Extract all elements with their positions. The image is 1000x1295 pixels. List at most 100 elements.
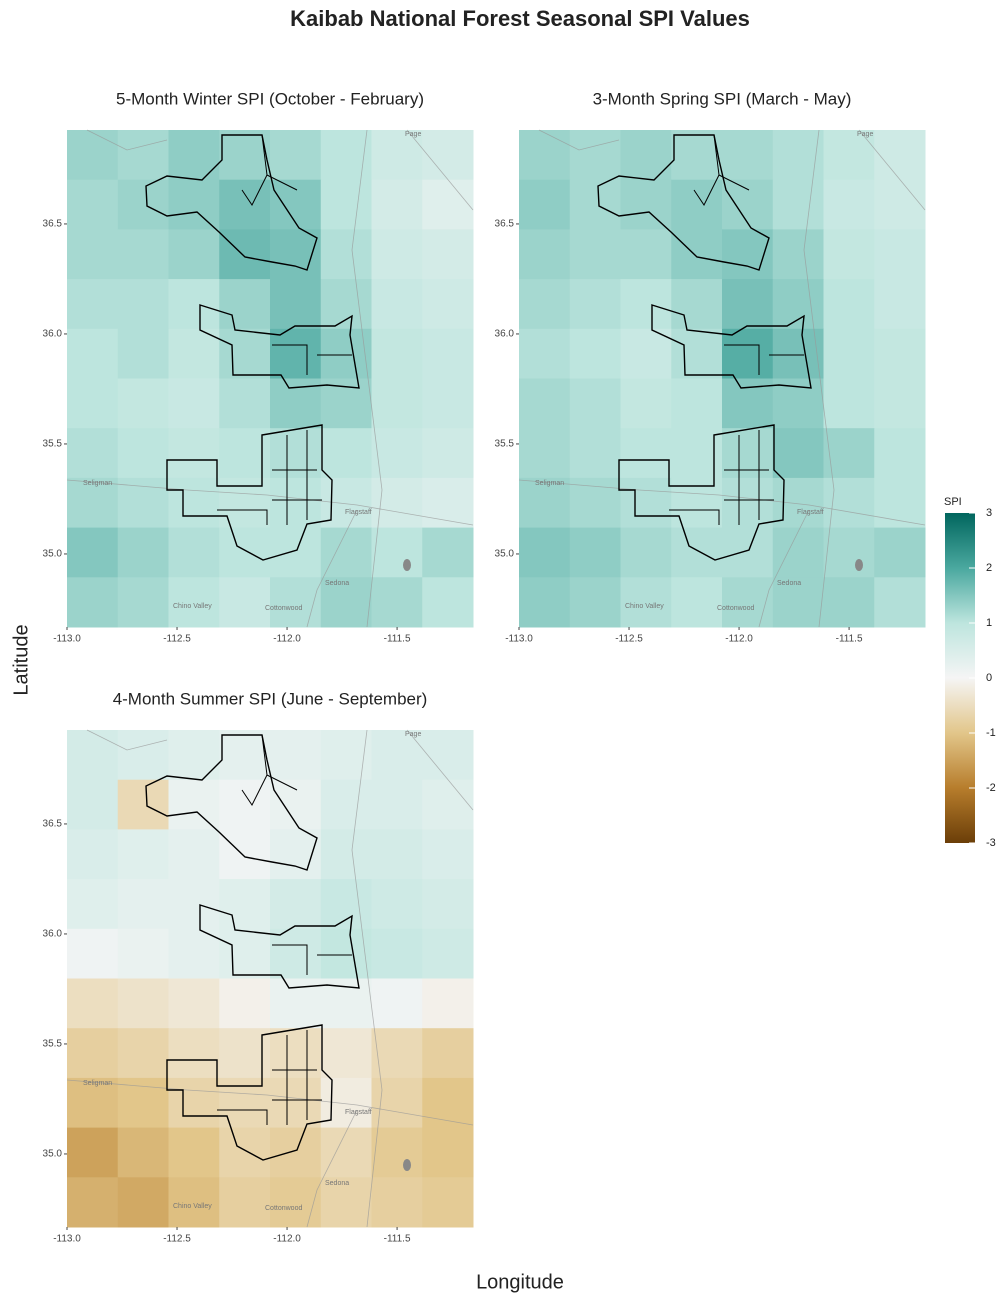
spi-cell	[118, 528, 169, 578]
spi-cell	[722, 279, 773, 329]
place-label: Sedona	[325, 580, 349, 587]
place-label: Sedona	[777, 580, 801, 587]
spi-cell	[321, 379, 372, 429]
spi-cell	[422, 130, 473, 180]
spi-cell	[570, 279, 621, 329]
spi-cell	[519, 130, 570, 180]
spi-cell	[321, 130, 372, 180]
spi-cell	[321, 279, 372, 329]
place-label: Chino Valley	[173, 1203, 212, 1210]
spi-cell	[671, 329, 722, 379]
spi-cell	[422, 577, 473, 627]
spi-cell	[422, 329, 473, 379]
spi-cell	[722, 478, 773, 528]
spi-cell	[372, 478, 423, 528]
spi-cell	[270, 829, 321, 879]
spi-cell	[118, 780, 169, 830]
x-tick-label: -113.0	[53, 1234, 81, 1245]
spi-cell	[824, 528, 875, 578]
spi-cell	[67, 279, 118, 329]
spi-cell	[874, 279, 925, 329]
x-tick-label: -112.5	[615, 634, 643, 645]
spi-cell	[874, 229, 925, 279]
place-label: Flagstaff	[345, 509, 372, 516]
spi-cell	[321, 829, 372, 879]
spi-cell	[372, 279, 423, 329]
x-tick-label: -112.5	[163, 1234, 191, 1245]
lake	[855, 559, 863, 571]
spi-cell	[270, 329, 321, 379]
spi-cell	[219, 1128, 270, 1178]
y-tick-label: 35.5	[43, 1039, 63, 1050]
colorbar-tick-label: 1	[986, 617, 992, 629]
spi-cell	[422, 229, 473, 279]
spi-cell	[118, 180, 169, 230]
spi-cell	[169, 428, 220, 478]
spi-cell	[372, 1128, 423, 1178]
spi-cell	[372, 428, 423, 478]
spi-cell	[219, 229, 270, 279]
place-label: Cottonwood	[717, 605, 754, 612]
spi-cell	[169, 780, 220, 830]
spi-cell	[67, 1028, 118, 1078]
y-tick-label: 35.0	[43, 1149, 63, 1160]
spi-cell	[422, 528, 473, 578]
spi-cell	[270, 130, 321, 180]
spi-cell	[321, 329, 372, 379]
place-label: Seligman	[83, 1080, 112, 1087]
spi-cell	[118, 1028, 169, 1078]
spi-cell	[422, 279, 473, 329]
spi-cell	[874, 379, 925, 429]
spi-cell	[219, 879, 270, 929]
y-tick-label: 36.5	[495, 219, 515, 230]
y-tick-label: 35.0	[495, 549, 515, 560]
spi-cell	[169, 1128, 220, 1178]
spi-cell	[219, 329, 270, 379]
x-tick-label: -112.0	[273, 1234, 301, 1245]
spi-cell	[422, 879, 473, 929]
place-label: Cottonwood	[265, 605, 302, 612]
spi-cell	[118, 130, 169, 180]
spi-cell	[118, 229, 169, 279]
spi-cell	[219, 180, 270, 230]
y-tick-label: 36.5	[43, 819, 63, 830]
spi-cell	[67, 1128, 118, 1178]
spi-cell	[722, 329, 773, 379]
colorbar-tick-label: 3	[986, 507, 992, 519]
chart: Kaibab National Forest Seasonal SPI Valu…	[0, 0, 1000, 1295]
spi-cell	[372, 180, 423, 230]
spi-cell	[321, 730, 372, 780]
spi-cell	[67, 780, 118, 830]
spi-cell	[67, 929, 118, 979]
spi-cell	[773, 428, 824, 478]
spi-cell	[519, 379, 570, 429]
spi-cell	[118, 577, 169, 627]
spi-cell	[621, 130, 672, 180]
spi-cell	[874, 428, 925, 478]
spi-cell	[67, 329, 118, 379]
place-label: Page	[405, 731, 421, 738]
x-tick-label: -111.5	[836, 634, 863, 645]
spi-cell	[270, 1028, 321, 1078]
colorbar-tick-label: -3	[986, 837, 996, 849]
spi-cell	[422, 829, 473, 879]
spi-cell	[372, 929, 423, 979]
y-tick-label: 36.0	[495, 329, 515, 340]
y-tick-label: 35.5	[495, 439, 515, 450]
spi-cell	[773, 528, 824, 578]
spi-cell	[519, 229, 570, 279]
spi-cell	[219, 979, 270, 1029]
spi-cell	[321, 780, 372, 830]
spi-cell	[422, 979, 473, 1029]
place-label: Chino Valley	[173, 603, 212, 610]
spi-cell	[219, 1028, 270, 1078]
spi-cell	[270, 528, 321, 578]
spi-cell	[67, 379, 118, 429]
x-tick-label: -111.5	[384, 634, 411, 645]
spi-cell	[321, 528, 372, 578]
spi-cell	[874, 528, 925, 578]
spi-cell	[874, 180, 925, 230]
spi-cell	[422, 428, 473, 478]
map-panel: PageSeligmanFlagstaffSedonaChino ValleyC…	[519, 130, 926, 628]
spi-cell	[422, 1028, 473, 1078]
